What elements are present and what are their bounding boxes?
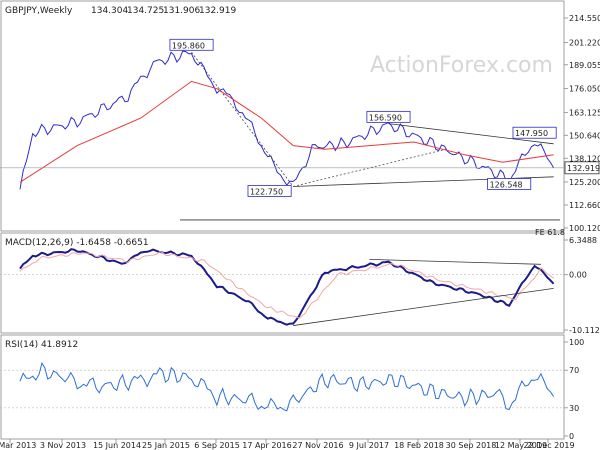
x-tick-label: 30 Sep 2018 <box>446 441 497 450</box>
y-tick-label: 138.120 <box>569 154 600 163</box>
y-tick-label: 30 <box>569 404 579 413</box>
rsi-panel-frame <box>0 334 565 440</box>
label-layer: 214.550 201.220 189.055 176.050 163.125 150.6… <box>0 14 600 450</box>
annotation-label: 126.548 <box>490 180 523 189</box>
series-line-price <box>19 50 555 190</box>
x-tick-label: 3 Nov 2013 <box>40 441 86 450</box>
x-tick-label: 17 Apr 2016 <box>242 441 291 450</box>
annotation-box <box>512 126 557 139</box>
annotation-box <box>169 38 214 51</box>
annotation-box <box>487 178 532 190</box>
series-line-signal <box>19 251 554 319</box>
price-close: 132.919 <box>199 6 236 16</box>
price-open: 134.304 <box>91 6 128 16</box>
y-tick-label: 0.00 <box>569 271 587 280</box>
upper-trendline <box>388 123 554 145</box>
retrace-line <box>191 52 294 187</box>
x-tick-label: 12 May 2019 <box>495 441 547 450</box>
y-tick-label: 100 <box>569 338 584 347</box>
price-panel-frame <box>0 0 565 232</box>
watermark: ActionForex.com <box>370 53 553 78</box>
y-tick-label: 6.3488 <box>569 236 597 245</box>
x-tick-label: 9 Jul 2017 <box>349 441 389 450</box>
annotation-box <box>247 185 292 197</box>
x-tick-label: 25 Jan 2015 <box>142 441 190 450</box>
price-high: 134.725 <box>127 6 164 16</box>
y-tick-label: 125.200 <box>569 178 600 187</box>
line-layer <box>0 50 564 412</box>
annotation-label: 122.750 <box>250 187 283 196</box>
y-tick-label: 70 <box>569 366 579 375</box>
annotation-label: 195.860 <box>172 41 205 50</box>
macd-upper-trendline <box>369 259 541 265</box>
current-price-label: 132.919 <box>567 164 600 173</box>
annotation-label: 147.950 <box>515 129 548 138</box>
y-tick-label: 176.050 <box>569 85 600 94</box>
x-tick-label: 27 Nov 2016 <box>292 441 343 450</box>
series-line-macd <box>19 248 555 326</box>
annotation-label: 156.590 <box>369 113 402 122</box>
fe-label: FE 61.8 <box>535 228 565 237</box>
current-price-box <box>564 161 600 175</box>
y-tick-label: 189.055 <box>569 61 600 70</box>
y-tick-label: 201.220 <box>569 38 600 47</box>
x-tick-label: 15 Jun 2014 <box>93 441 141 450</box>
series-line-rsi <box>19 361 555 412</box>
macd-panel-title: MACD(12,26,9) -1.6458 -0.6651 <box>5 238 149 248</box>
x-tick-label: 6 Sep 2015 <box>194 441 240 450</box>
y-tick-label: 112.660 <box>569 201 600 210</box>
y-tick-label: 0 <box>569 432 574 441</box>
macd-panel-frame <box>0 232 565 334</box>
price-low: 131.906 <box>163 6 200 16</box>
grid-layer <box>0 17 568 443</box>
x-tick-label: 22 Dec 2019 <box>523 441 574 450</box>
y-tick-label: 163.125 <box>569 108 600 117</box>
y-tick-label: 214.550 <box>569 14 600 23</box>
price-panel-title: GBPJPY,Weekly <box>5 6 73 16</box>
rsi-panel-title: RSI(14) 41.8912 <box>5 340 78 350</box>
moving-average-line <box>19 80 554 183</box>
y-tick-label: 100.120 <box>569 224 600 233</box>
macd-lower-trendline <box>293 287 554 326</box>
annotation-box <box>366 110 411 123</box>
x-tick-label: 24 Mar 2013 <box>0 441 36 450</box>
x-tick-label: 18 Feb 2018 <box>394 441 444 450</box>
y-tick-label: -10.1129 <box>569 326 600 335</box>
y-tick-label: 150.640 <box>569 131 600 140</box>
